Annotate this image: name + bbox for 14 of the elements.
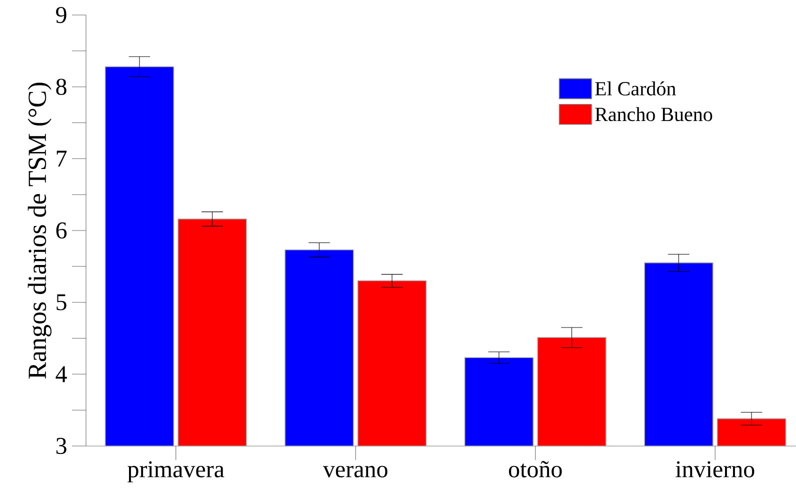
y-tick-label: 3 [56, 438, 66, 454]
legend-label: Rancho Bueno [595, 107, 712, 122]
y-tick-label: 9 [56, 6, 66, 24]
y-tick-label: 4 [56, 366, 67, 382]
x-tick-label: otoño [508, 460, 562, 478]
y-axis-title: Rangos diarios de TSM (°C) [28, 82, 52, 379]
y-tick-label: 8 [56, 78, 66, 95]
legend-label: El Cardón [595, 81, 676, 96]
x-tick-label: verano [322, 466, 388, 478]
y-tick-label: 6 [56, 222, 67, 239]
y-tick-label: 7 [56, 150, 67, 167]
y-tick-label: 5 [56, 294, 66, 310]
x-tick-label: invierno [676, 461, 754, 478]
x-tick-label: primavera [128, 461, 224, 482]
